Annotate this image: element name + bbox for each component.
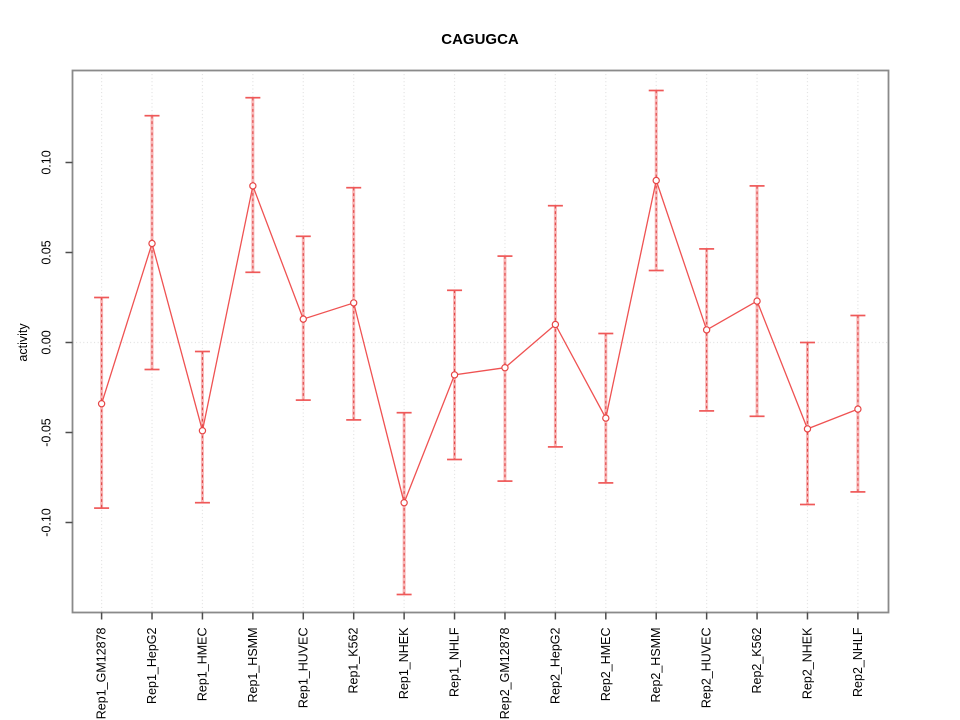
data-point-marker bbox=[753, 297, 761, 305]
y-tick-label: -0.05 bbox=[39, 418, 53, 447]
data-point-marker bbox=[148, 239, 156, 248]
data-point-marker bbox=[450, 371, 459, 379]
x-tick-label: Rep2_HSMM bbox=[649, 628, 663, 703]
x-tick-label: Rep2_NHLF bbox=[851, 627, 865, 697]
data-point-marker bbox=[299, 315, 307, 323]
x-tick-label: Rep2_HUVEC bbox=[700, 628, 714, 709]
data-point-marker bbox=[551, 320, 560, 329]
x-tick-label: Rep2_HMEC bbox=[599, 628, 613, 702]
x-tick-label: Rep1_GM12878 bbox=[95, 627, 109, 719]
x-tick-label: Rep1_HSMM bbox=[246, 628, 260, 703]
data-point-marker bbox=[198, 427, 207, 435]
x-tick-label: Rep1_NHLF bbox=[448, 627, 462, 697]
data-point-marker bbox=[652, 176, 660, 185]
data-point-marker bbox=[400, 499, 408, 507]
data-point-marker bbox=[602, 414, 610, 422]
y-tick-label: 0.10 bbox=[39, 150, 53, 174]
data-point-marker bbox=[702, 326, 711, 334]
y-axis-label: activity bbox=[16, 323, 30, 362]
x-tick-label: Rep1_HepG2 bbox=[145, 627, 159, 703]
x-tick-label: Rep2_GM12878 bbox=[498, 627, 512, 719]
plot-border bbox=[71, 69, 890, 614]
y-tick-label: -0.10 bbox=[39, 508, 53, 537]
x-tick-label: Rep2_NHEK bbox=[800, 627, 814, 699]
x-tick-label: Rep2_K562 bbox=[750, 627, 764, 693]
x-tick-label: Rep2_HepG2 bbox=[548, 627, 562, 703]
y-tick-label: 0.05 bbox=[39, 240, 53, 264]
chart-title: CAGUGCA bbox=[441, 31, 519, 48]
data-point-marker bbox=[249, 182, 257, 190]
series-line bbox=[100, 178, 859, 505]
data-point-marker bbox=[803, 425, 812, 433]
data-point-marker bbox=[854, 405, 862, 413]
y-tick-label: 0.00 bbox=[39, 330, 53, 354]
data-point-marker bbox=[350, 299, 358, 307]
x-tick-label: Rep1_HUVEC bbox=[296, 628, 310, 709]
data-point-marker bbox=[501, 364, 509, 372]
x-tick-label: Rep1_NHEK bbox=[397, 627, 411, 699]
x-tick-label: Rep1_K562 bbox=[347, 627, 361, 693]
x-tick-label: Rep1_HMEC bbox=[195, 628, 209, 702]
data-point-marker bbox=[97, 400, 106, 408]
